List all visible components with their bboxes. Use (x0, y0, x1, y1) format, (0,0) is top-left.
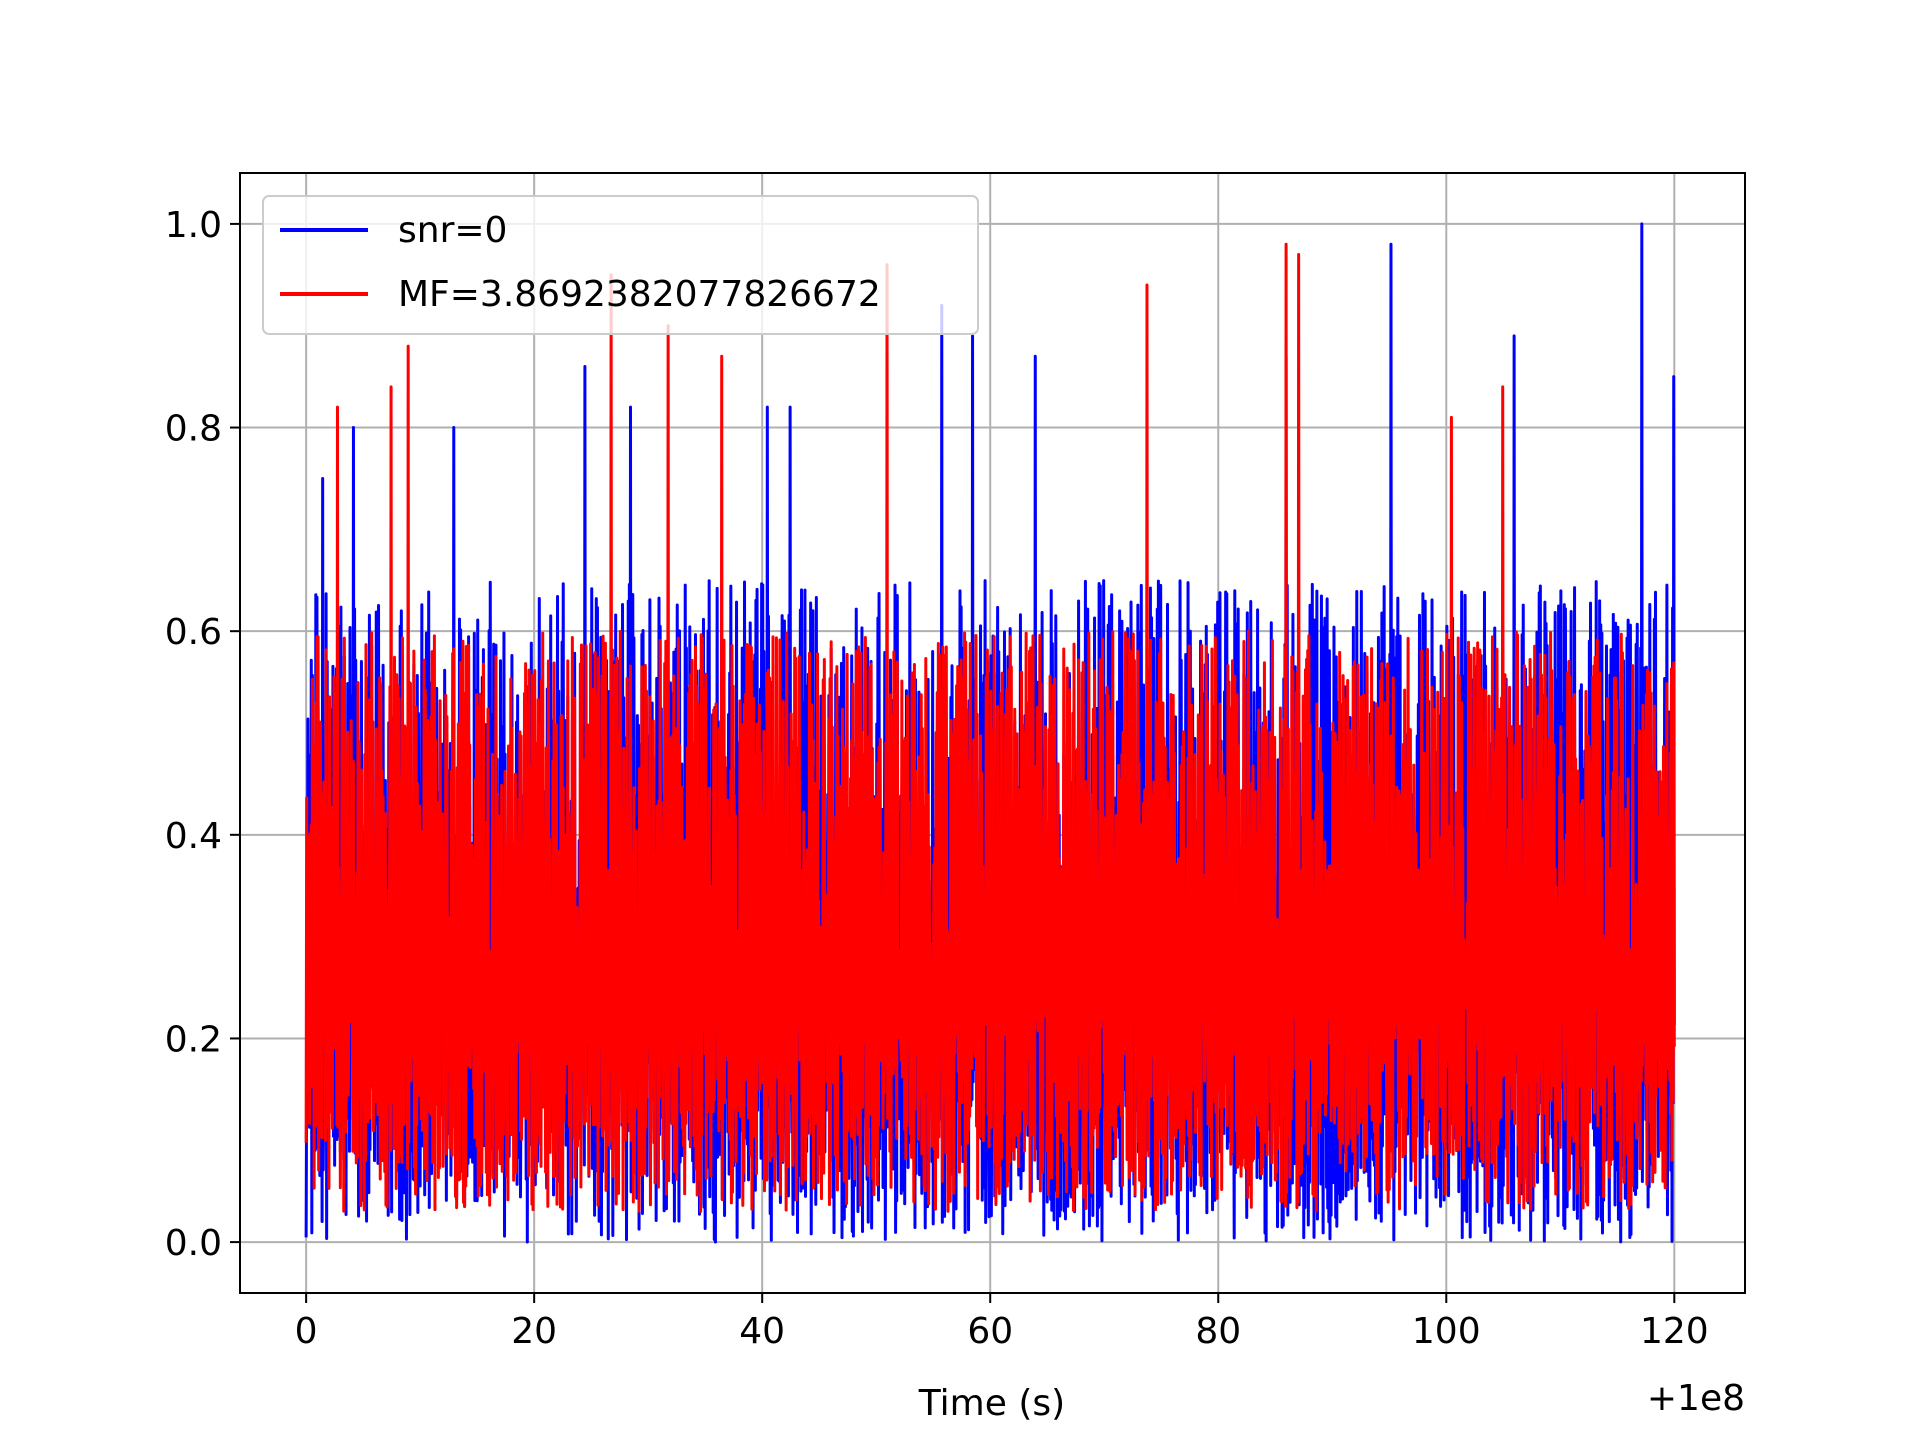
legend-label-mf: MF=3.8692382077826672 (398, 274, 881, 315)
legend-box (262, 195, 979, 335)
plot-frame (239, 172, 1746, 1294)
x-axis-label: Time (s) (918, 1383, 1065, 1424)
x-axis-offset-label: +1e8 (1647, 1378, 1745, 1419)
x-tick-label: 20 (511, 1311, 557, 1352)
legend-label-snr: snr=0 (398, 210, 507, 251)
x-tick-label: 0 (295, 1311, 318, 1352)
legend: snr=0 MF=3.8692382077826672 (262, 195, 979, 335)
series-layer (304, 222, 1676, 1244)
x-tick-label: 60 (967, 1311, 1013, 1352)
y-tick-label: 0.4 (165, 816, 222, 857)
y-tick-label: 0.6 (165, 612, 222, 653)
y-axis: 0.0 0.2 0.4 0.6 0.8 1.0 (165, 205, 240, 1264)
x-tick-label: 40 (739, 1311, 785, 1352)
x-tick-label: 80 (1195, 1311, 1241, 1352)
x-tick-label: 100 (1412, 1311, 1481, 1352)
y-tick-label: 0.8 (165, 409, 222, 450)
series-line-mf (304, 242, 1676, 1213)
x-tick-label: 120 (1640, 1311, 1709, 1352)
y-tick-label: 0.0 (165, 1223, 222, 1264)
y-tick-label: 0.2 (165, 1019, 222, 1060)
y-tick-label: 1.0 (165, 205, 222, 246)
x-axis: 0 20 40 60 80 100 120 (295, 1293, 1709, 1352)
